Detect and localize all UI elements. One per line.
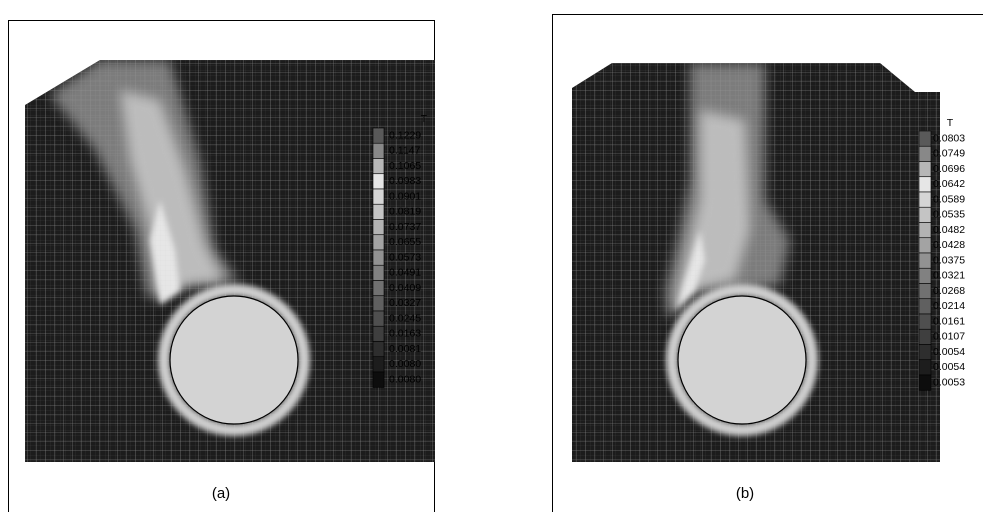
legend-swatch <box>918 237 932 254</box>
legend-swatch <box>918 191 932 208</box>
legend-label: 0.0081 <box>389 343 421 355</box>
legend-swatch <box>918 374 932 391</box>
legend-swatch <box>918 252 932 269</box>
caption: (b) <box>736 485 754 502</box>
legend-swatch <box>372 264 385 281</box>
legend-label: 0.0375 <box>933 254 965 266</box>
legend-swatch <box>918 313 932 330</box>
legend-swatch <box>372 234 385 251</box>
legend-swatch <box>372 188 385 205</box>
legend-swatch <box>372 219 385 236</box>
legend-label: 0.0749 <box>933 148 965 160</box>
legend-swatch <box>918 145 932 162</box>
legend-label: 0.0642 <box>933 178 965 190</box>
legend-label: 0.0737 <box>389 221 421 233</box>
legend-label: 0.0080 <box>389 358 421 370</box>
boundary-layer <box>158 284 310 436</box>
legend-swatch <box>918 344 932 361</box>
caption: (a) <box>212 485 230 502</box>
legend-label: 0.0107 <box>933 331 965 343</box>
legend-swatch <box>918 267 932 284</box>
legend-label: 0.1229 <box>389 129 421 141</box>
legend-label: 0.0245 <box>389 312 421 324</box>
legend-swatch <box>372 127 385 144</box>
legend-label: 0.0054 <box>933 361 965 373</box>
legend-swatch <box>918 161 932 178</box>
legend-label: 0.0161 <box>933 315 965 327</box>
legend-label: 0.0803 <box>933 132 965 144</box>
legend-swatch <box>918 222 932 239</box>
legend-swatch <box>918 130 932 147</box>
legend-label: 0.0573 <box>389 251 421 263</box>
legend-label: 0.0163 <box>389 328 421 340</box>
legend-swatch <box>372 280 385 297</box>
legend-label: 0.0696 <box>933 163 965 175</box>
legend-swatch <box>918 298 932 315</box>
legend-label: 0.0054 <box>933 346 965 358</box>
contour-plot <box>572 63 940 462</box>
legend-label: 0.1065 <box>389 160 421 172</box>
legend-swatch <box>372 295 385 312</box>
legend-swatch <box>372 142 385 159</box>
legend-swatch <box>918 283 932 300</box>
legend-swatch <box>372 371 385 388</box>
legend-label: 0.0901 <box>389 190 421 202</box>
legend-label: 0.0428 <box>933 239 965 251</box>
legend-label: 0.0080 <box>389 373 421 385</box>
legend-label: 0.0589 <box>933 193 965 205</box>
legend-label: 0.0655 <box>389 236 421 248</box>
boundary-layer <box>666 284 818 436</box>
legend-swatch <box>918 359 932 376</box>
contour-plot <box>25 60 435 462</box>
legend-label: 0.0409 <box>389 282 421 294</box>
legend-label: 0.0491 <box>389 267 421 279</box>
legend: T 0.0803 0.0749 0.0696 0.0642 0.0589 0.0535 0.… <box>918 117 965 391</box>
legend-label: 0.0983 <box>389 175 421 187</box>
legend-swatch <box>918 176 932 193</box>
legend-label: 0.1147 <box>389 145 420 157</box>
legend-label: 0.0053 <box>933 376 965 388</box>
legend-label: 0.0214 <box>933 300 965 312</box>
legend-label: 0.0268 <box>933 285 965 297</box>
legend-label: 0.0482 <box>933 224 965 236</box>
legend-swatch <box>372 203 385 220</box>
legend-swatch <box>918 206 932 223</box>
legend-swatch <box>372 356 385 373</box>
legend: T 0.1229 0.1147 0.1065 0.0983 0.0901 0.0819 0.… <box>372 113 428 388</box>
legend-swatch <box>372 310 385 327</box>
legend-label: 0.0321 <box>933 270 965 282</box>
legend-swatch <box>918 328 932 345</box>
legend-swatch <box>372 341 385 358</box>
legend-swatch <box>372 158 385 175</box>
legend-label: 0.0327 <box>389 297 421 309</box>
legend-swatch <box>372 173 385 190</box>
panel-frame <box>552 14 983 512</box>
cylinder <box>677 295 807 425</box>
legend-title: T <box>947 117 954 129</box>
legend-swatch <box>372 249 385 266</box>
legend-title: T <box>421 113 428 125</box>
legend-label: 0.0535 <box>933 209 965 221</box>
legend-label: 0.0819 <box>389 206 421 218</box>
cylinder <box>169 295 299 425</box>
legend-swatch <box>372 325 385 342</box>
